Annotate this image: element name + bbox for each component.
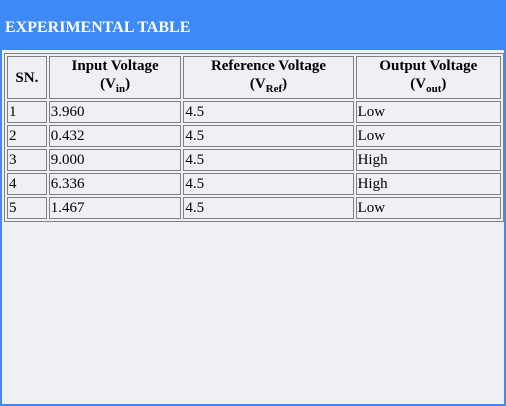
table-row: 4 6.336 4.5 High [7, 173, 501, 195]
header-reference-voltage-symbol: V [254, 76, 266, 92]
header-input-voltage-subscript: in [115, 83, 126, 95]
table-header-row: SN. Input Voltage (Vin) Reference Voltag… [7, 56, 501, 99]
panel-title: EXPERIMENTAL TABLE [2, 2, 504, 50]
header-output-voltage: Output Voltage (Vout) [355, 56, 501, 99]
cell-output-voltage: High [355, 149, 501, 171]
header-output-voltage-symbol: V [415, 76, 427, 92]
header-input-voltage-label: Input Voltage [71, 58, 159, 74]
table-row: 3 9.000 4.5 High [7, 149, 501, 171]
cell-sn: 2 [7, 125, 47, 147]
cell-output-voltage: High [355, 173, 501, 195]
cell-sn: 3 [7, 149, 47, 171]
table-row: 1 3.960 4.5 Low [7, 101, 501, 123]
header-sn: SN. [7, 56, 47, 99]
cell-reference-voltage: 4.5 [183, 149, 354, 171]
cell-sn: 4 [7, 173, 47, 195]
table-row: 2 0.432 4.5 Low [7, 125, 501, 147]
cell-reference-voltage: 4.5 [183, 125, 354, 147]
header-input-voltage: Input Voltage (Vin) [48, 56, 182, 99]
cell-input-voltage: 3.960 [48, 101, 182, 123]
cell-input-voltage: 0.432 [48, 125, 182, 147]
header-output-voltage-label: Output Voltage [379, 58, 478, 74]
cell-reference-voltage: 4.5 [183, 173, 354, 195]
header-output-voltage-subscript: out [426, 83, 442, 95]
cell-sn: 5 [7, 197, 47, 219]
cell-input-voltage: 9.000 [48, 149, 182, 171]
cell-input-voltage: 1.467 [48, 197, 182, 219]
cell-reference-voltage: 4.5 [183, 197, 354, 219]
cell-output-voltage: Low [355, 101, 501, 123]
table-row: 5 1.467 4.5 Low [7, 197, 501, 219]
cell-reference-voltage: 4.5 [183, 101, 354, 123]
header-reference-voltage: Reference Voltage (VRef) [183, 56, 354, 99]
cell-sn: 1 [7, 101, 47, 123]
header-reference-voltage-subscript: Ref [265, 83, 283, 95]
experimental-table: SN. Input Voltage (Vin) Reference Voltag… [4, 53, 504, 222]
cell-output-voltage: Low [355, 125, 501, 147]
cell-output-voltage: Low [355, 197, 501, 219]
header-reference-voltage-label: Reference Voltage [210, 58, 327, 74]
header-input-voltage-symbol: V [105, 76, 116, 92]
header-sn-label: SN. [15, 69, 39, 86]
cell-input-voltage: 6.336 [48, 173, 182, 195]
